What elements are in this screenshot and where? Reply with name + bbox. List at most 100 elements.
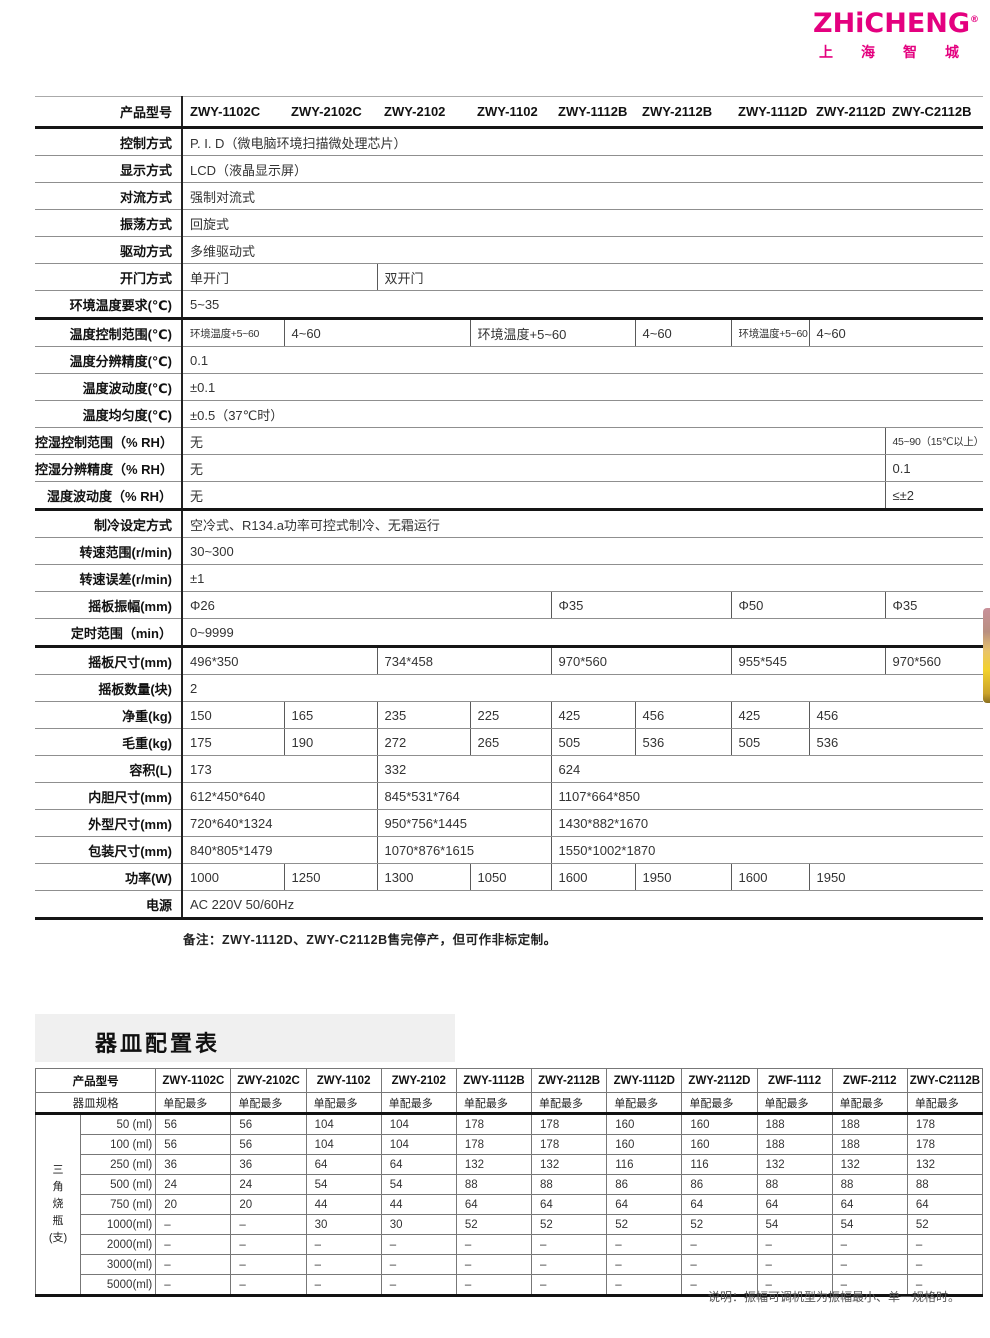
spec-row: 温度控制范围(℃) 环境温度+5~60 4~60 环境温度+5~60 4~60 环境温度+… bbox=[35, 318, 983, 347]
spec-row-label: 内胆尺寸(mm) bbox=[35, 782, 183, 810]
vessel-model-header: ZWY-2102 bbox=[380, 1068, 457, 1093]
spec-value-cell: 强制对流式 bbox=[181, 182, 983, 210]
spec-row: 包装尺寸(mm) 840*805*1479 1070*876*1615 1550*10… bbox=[35, 836, 983, 864]
vessel-subheader-cell: 单配最多 bbox=[831, 1092, 908, 1115]
spec-value-cell: Φ35 bbox=[550, 591, 731, 619]
vessel-value-cell: 56 bbox=[155, 1134, 232, 1155]
spec-value-cell: 734*458 bbox=[376, 646, 551, 675]
vessel-value-cell: 160 bbox=[681, 1113, 758, 1135]
vessel-model-header: ZWY-1112B bbox=[455, 1068, 533, 1093]
spec-value-cell: 4~60 bbox=[634, 318, 731, 347]
vessel-value-cell: 178 bbox=[455, 1113, 533, 1135]
spec-value-cell: 2 bbox=[181, 674, 983, 702]
vessel-row: 100 (ml) 56 56 104 104 178 178 160 160 188 188 178 bbox=[36, 1134, 984, 1155]
vessel-spec-cell: 5000(ml) bbox=[80, 1274, 157, 1296]
vessel-spec-cell: 100 (ml) bbox=[80, 1134, 157, 1155]
spec-row: 定时范围（min） 0~9999 bbox=[35, 618, 983, 648]
spec-value-cell: ≤±2 bbox=[884, 481, 983, 511]
spec-value-cell: 4~60 bbox=[808, 318, 983, 347]
vessel-value-cell: 52 bbox=[906, 1214, 984, 1235]
vessel-value-cell: 20 bbox=[230, 1194, 307, 1215]
spec-model-header: ZWY-2102 bbox=[377, 96, 470, 129]
spec-row: 温度波动度(℃) ±0.1 bbox=[35, 373, 983, 401]
vessel-value-cell: – bbox=[155, 1234, 232, 1255]
vessel-value-cell: 64 bbox=[305, 1154, 382, 1175]
spec-value-cell: Φ35 bbox=[884, 591, 983, 619]
vessel-value-cell: 44 bbox=[380, 1194, 457, 1215]
spec-value-cell: 1050 bbox=[469, 863, 551, 891]
spec-value-cell: 双开门 bbox=[376, 263, 983, 291]
vessel-value-cell: 30 bbox=[380, 1214, 457, 1235]
vessel-value-cell: 104 bbox=[305, 1134, 382, 1155]
vessel-value-cell: – bbox=[906, 1274, 984, 1296]
spec-row: 显示方式 LCD（液晶显示屏） bbox=[35, 155, 983, 183]
vessel-row: 750 (ml) 20 20 44 44 64 64 64 64 64 64 64 bbox=[36, 1194, 984, 1215]
vessel-subheader-cell: 单配最多 bbox=[155, 1092, 232, 1115]
vessel-value-cell: – bbox=[831, 1234, 908, 1255]
spec-model-header: ZWY-1112B bbox=[551, 96, 635, 129]
vessel-value-cell: – bbox=[681, 1254, 758, 1275]
vessel-value-cell: 188 bbox=[831, 1134, 908, 1155]
vessel-value-cell: 88 bbox=[531, 1174, 608, 1195]
spec-row-label: 控湿分辨精度（% RH） bbox=[35, 454, 183, 482]
vessel-header-label: 产品型号 bbox=[34, 1068, 157, 1093]
vessel-row: 2000(ml) – – – – – – – – – – – bbox=[36, 1234, 984, 1255]
spec-value-cell: 165 bbox=[283, 701, 377, 729]
vessel-value-cell: 64 bbox=[831, 1194, 908, 1215]
vessel-section-title: 器皿配置表 bbox=[95, 1031, 221, 1056]
vessel-value-cell: 36 bbox=[230, 1154, 307, 1175]
spec-row: 容积(L) 173 332 624 bbox=[35, 755, 983, 783]
spec-value-cell: 175 bbox=[181, 728, 284, 756]
spec-row-label: 开门方式 bbox=[35, 263, 183, 291]
spec-value-cell: 624 bbox=[550, 755, 983, 783]
spec-row: 摇板数量(块) 2 bbox=[35, 674, 983, 702]
spec-row: 温度分辨精度(℃) 0.1 bbox=[35, 346, 983, 374]
vessel-value-cell: – bbox=[305, 1254, 382, 1275]
vessel-value-cell: 52 bbox=[606, 1214, 683, 1235]
vessel-value-cell: 88 bbox=[756, 1174, 833, 1195]
vessel-value-cell: – bbox=[380, 1234, 457, 1255]
vessel-spec-cell: 2000(ml) bbox=[80, 1234, 157, 1255]
vessel-value-cell: 88 bbox=[906, 1174, 984, 1195]
vessel-value-cell: – bbox=[455, 1274, 533, 1296]
spec-value-cell: 4~60 bbox=[283, 318, 470, 347]
spec-row: 转速误差(r/min) ±1 bbox=[35, 564, 983, 592]
vessel-value-cell: – bbox=[380, 1274, 457, 1296]
vessel-value-cell: – bbox=[380, 1254, 457, 1275]
spec-value-cell: 955*545 bbox=[730, 646, 885, 675]
vessel-row: 250 (ml) 36 36 64 64 132 132 116 116 132 132 132 bbox=[36, 1154, 984, 1175]
vessel-value-cell: – bbox=[155, 1214, 232, 1235]
vessel-value-cell: 56 bbox=[230, 1113, 307, 1135]
spec-value-cell: 回旋式 bbox=[181, 209, 983, 237]
spec-row-label: 定时范围（min） bbox=[35, 618, 183, 648]
vessel-value-cell: 52 bbox=[681, 1214, 758, 1235]
vessel-row: 3000(ml) – – – – – – – – – – – bbox=[36, 1254, 984, 1275]
vessel-group-label: 三角烧瓶 (支) bbox=[34, 1113, 82, 1296]
vessel-value-cell: 88 bbox=[455, 1174, 533, 1195]
spec-value-cell: 环境温度+5~60 bbox=[181, 318, 284, 347]
vessel-row: 5000(ml) – – – – – – – – – – – bbox=[36, 1274, 984, 1296]
vessel-row: 500 (ml) 24 24 54 54 88 88 86 86 88 88 88 bbox=[36, 1174, 984, 1195]
vessel-spec-cell: 50 (ml) bbox=[80, 1113, 157, 1135]
vessel-spec-cell: 250 (ml) bbox=[80, 1154, 157, 1175]
spec-value-cell: 150 bbox=[181, 701, 284, 729]
vessel-value-cell: – bbox=[756, 1254, 833, 1275]
vessel-value-cell: – bbox=[756, 1234, 833, 1255]
spec-row-label: 对流方式 bbox=[35, 182, 183, 210]
vessel-value-cell: – bbox=[305, 1274, 382, 1296]
spec-value-cell: 265 bbox=[469, 728, 551, 756]
vessel-value-cell: 132 bbox=[756, 1154, 833, 1175]
vessel-subheader-cell: 单配最多 bbox=[230, 1092, 307, 1115]
vessel-value-cell: 188 bbox=[756, 1113, 833, 1135]
spec-row: 摇板尺寸(mm) 496*350 734*458 970*560 955*545 970*… bbox=[35, 646, 983, 675]
spec-value-cell: 456 bbox=[634, 701, 731, 729]
spec-value-cell: 190 bbox=[283, 728, 377, 756]
spec-row: 环境温度要求(℃) 5~35 bbox=[35, 290, 983, 320]
vessel-value-cell: 44 bbox=[305, 1194, 382, 1215]
brand-logo: ZHiCHENG® 上 海 智 城 bbox=[813, 10, 979, 62]
vessel-value-cell: 54 bbox=[380, 1174, 457, 1195]
spec-model-header: ZWY-2102C bbox=[284, 96, 377, 129]
vessel-value-cell: – bbox=[681, 1234, 758, 1255]
vessel-model-header: ZWY-1112D bbox=[606, 1068, 683, 1093]
spec-value-cell: 225 bbox=[469, 701, 551, 729]
